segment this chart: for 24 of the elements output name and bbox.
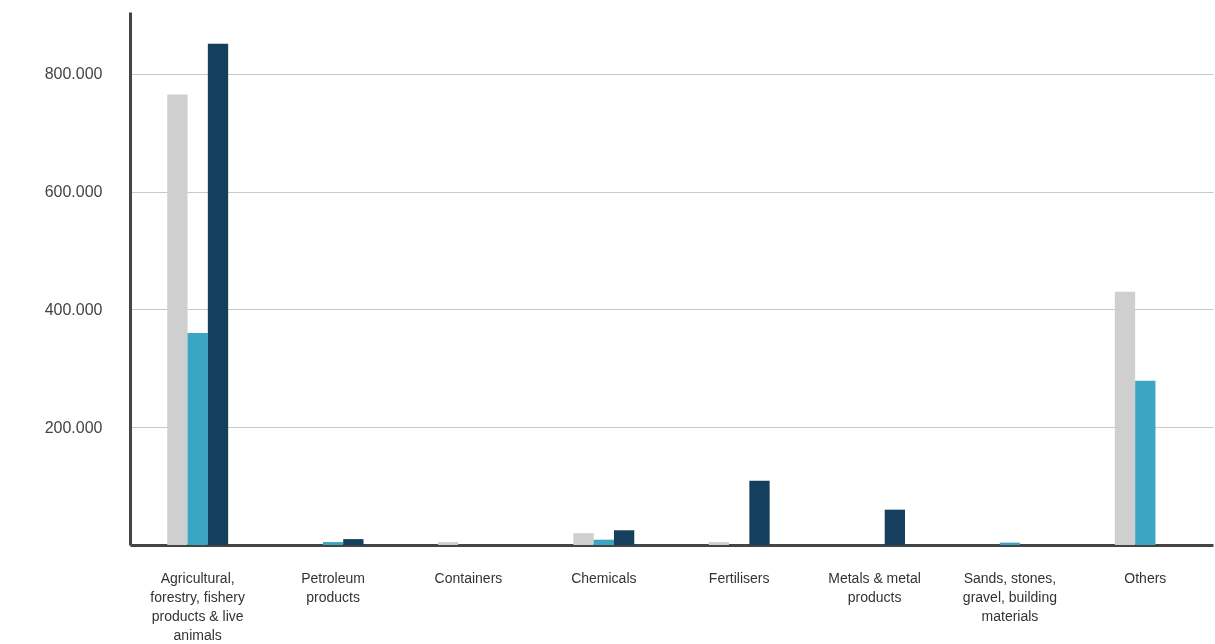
bar: [613, 530, 635, 545]
bar: [343, 539, 364, 545]
bar: [1135, 380, 1156, 545]
bar: [749, 480, 770, 545]
x-tick-label: Chemicals: [571, 569, 637, 586]
bar: [708, 542, 730, 545]
x-tick-label: Agricultural, forestry, fishery products & live animals: [150, 569, 246, 643]
bar: [884, 509, 906, 545]
y-tick-label: 200.000: [44, 418, 103, 436]
bar: [322, 542, 344, 545]
x-tick-label: Sands, stones, gravel, building materials: [962, 569, 1058, 624]
bar: [437, 542, 459, 545]
y-tick-label: 400.000: [44, 300, 103, 318]
x-tick-label: Fertilisers: [708, 569, 770, 586]
bar: [207, 43, 229, 545]
bar: [593, 539, 614, 545]
y-tick-label: 600.000: [44, 183, 103, 201]
x-tick-label: Metals & metal products: [828, 569, 921, 605]
bar: [187, 332, 208, 545]
x-tick-label: Others: [1124, 569, 1167, 586]
x-tick-label: Petroleum products: [301, 569, 365, 605]
x-tick-label: Containers: [434, 569, 503, 586]
bar: [573, 533, 594, 545]
y-tick-label: 800.000: [44, 65, 103, 83]
